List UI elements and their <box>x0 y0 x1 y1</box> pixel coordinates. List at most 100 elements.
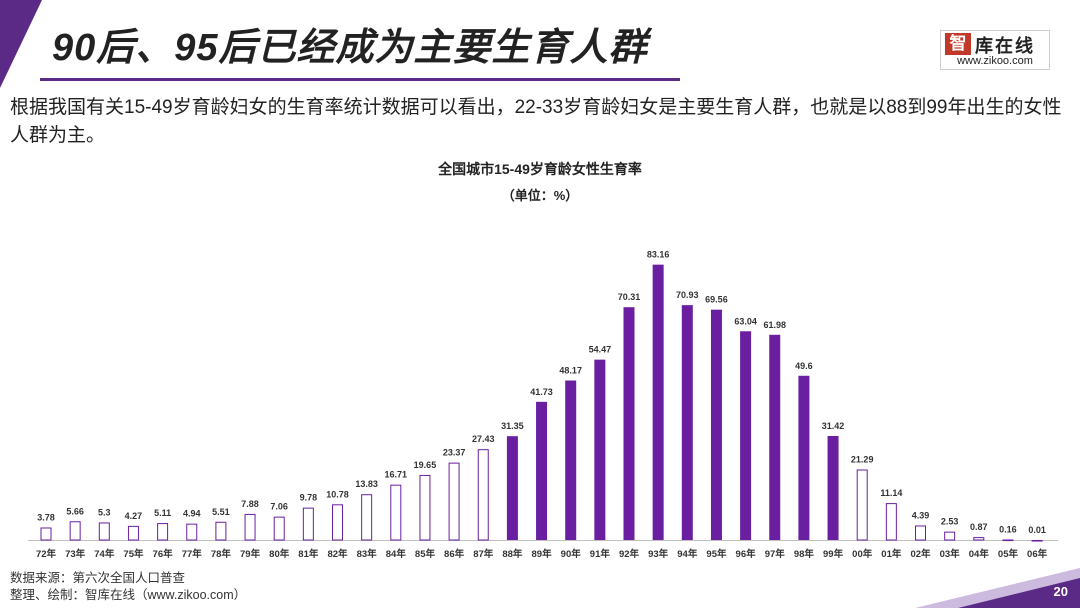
x-tick-label: 77年 <box>182 548 203 560</box>
x-tick-label: 02年 <box>910 548 931 560</box>
bar <box>302 507 314 541</box>
data-label: 4.27 <box>125 511 143 521</box>
x-tick-label: 95年 <box>706 548 727 560</box>
bar <box>98 522 110 541</box>
birth-rate-bar-chart: 全国城市15-49岁育龄女性生育率 （单位：%） 3.78 72年 5.66 73年 5.3… <box>28 161 1058 560</box>
data-label: 16.71 <box>385 470 408 480</box>
data-label: 23.37 <box>443 448 466 458</box>
bar <box>390 484 402 541</box>
bar <box>740 331 752 540</box>
bar <box>652 264 664 540</box>
chart-subtitle: （单位：%） <box>502 188 579 203</box>
bar <box>332 504 343 541</box>
bar <box>186 523 198 541</box>
data-label: 3.78 <box>37 512 55 522</box>
data-label: 69.56 <box>705 295 728 305</box>
data-label: 2.53 <box>941 517 959 527</box>
data-label: 63.04 <box>734 316 757 326</box>
x-tick-label: 91年 <box>590 548 611 560</box>
bar <box>419 474 431 541</box>
x-tick-label: 72年 <box>36 548 57 560</box>
page-title: 90后、95后已经成为主要生育人群 <box>52 27 648 69</box>
x-tick-label: 85年 <box>415 548 436 560</box>
x-tick-label: 90年 <box>561 548 582 560</box>
data-label: 49.6 <box>795 361 813 371</box>
data-label: 13.83 <box>355 479 378 489</box>
bar <box>448 462 460 541</box>
x-tick-label: 86年 <box>444 548 465 560</box>
bar <box>565 380 577 540</box>
x-tick-label: 00年 <box>852 548 873 560</box>
logo-url: www.zikoo.com <box>957 55 1033 67</box>
bar <box>594 359 606 540</box>
x-tick-label: 78年 <box>211 548 232 560</box>
logo-name: 库在线 <box>975 36 1035 56</box>
bar <box>915 525 926 541</box>
bar <box>157 523 169 541</box>
bar <box>40 527 52 541</box>
data-label: 10.78 <box>326 489 349 499</box>
intro-paragraph: 根据我国有关15-49岁育龄妇女的生育率统计数据可以看出，22-33岁育龄妇女是… <box>10 97 1062 146</box>
x-tick-label: 96年 <box>736 548 757 560</box>
bar <box>244 513 256 541</box>
data-label: 4.94 <box>183 509 201 519</box>
data-label: 41.73 <box>530 387 553 397</box>
data-label: 54.47 <box>589 345 612 355</box>
x-tick-label: 73年 <box>65 548 86 560</box>
x-tick-label: 06年 <box>1027 548 1048 560</box>
page-number: 20 <box>1053 584 1068 599</box>
x-tick-label: 76年 <box>153 548 174 560</box>
x-tick-label: 98年 <box>794 548 815 560</box>
data-label: 31.35 <box>501 421 524 431</box>
data-label: 7.06 <box>270 502 288 512</box>
data-label: 9.78 <box>300 493 318 503</box>
data-label: 5.66 <box>66 506 84 516</box>
x-tick-label: 82年 <box>327 548 348 560</box>
zikoo-logo: 智 库在线 www.zikoo.com <box>940 30 1050 70</box>
bar <box>681 305 693 540</box>
chart-title: 全国城市15-49岁育龄女性生育率 <box>437 161 642 177</box>
corner-accent-stripe <box>0 0 42 88</box>
x-tick-label: 05年 <box>998 548 1019 560</box>
bar <box>856 469 868 541</box>
bar <box>273 516 285 541</box>
bar <box>885 503 897 541</box>
data-label: 11.14 <box>880 488 902 498</box>
x-tick-label: 03年 <box>940 548 961 560</box>
x-tick-label: 75年 <box>123 548 144 560</box>
bar <box>973 537 985 541</box>
data-label: 48.17 <box>559 366 582 376</box>
data-label: 0.16 <box>999 524 1017 534</box>
data-label: 0.01 <box>1028 525 1046 535</box>
data-label: 61.98 <box>763 320 786 330</box>
x-tick-label: 74年 <box>94 548 115 560</box>
title-underline <box>40 78 680 81</box>
bar <box>215 521 227 541</box>
data-label: 5.3 <box>98 507 111 517</box>
data-label: 5.11 <box>154 508 171 518</box>
bar <box>623 307 635 540</box>
data-label: 83.16 <box>647 250 670 260</box>
credit-line: 整理、绘制：智库在线（www.zikoo.com） <box>10 588 247 602</box>
data-label: 31.42 <box>822 421 845 431</box>
data-label: 70.31 <box>618 292 641 302</box>
x-tick-label: 80年 <box>269 548 290 560</box>
bar <box>944 531 956 541</box>
data-label: 70.93 <box>676 290 699 300</box>
x-tick-label: 87年 <box>473 548 494 560</box>
bar <box>798 375 810 540</box>
bar <box>536 401 548 540</box>
data-label: 21.29 <box>851 455 874 465</box>
x-tick-label: 97年 <box>765 548 786 560</box>
data-label: 5.51 <box>212 507 230 517</box>
bar <box>506 436 518 540</box>
x-tick-label: 99年 <box>823 548 844 560</box>
bar <box>827 435 839 540</box>
source-line: 数据来源：第六次全国人口普查 <box>10 571 186 585</box>
data-label: 27.43 <box>472 434 495 444</box>
data-label: 19.65 <box>414 460 437 470</box>
x-tick-label: 89年 <box>532 548 553 560</box>
x-tick-label: 84年 <box>386 548 407 560</box>
data-label: 0.87 <box>970 522 988 532</box>
x-tick-label: 94年 <box>677 548 698 560</box>
